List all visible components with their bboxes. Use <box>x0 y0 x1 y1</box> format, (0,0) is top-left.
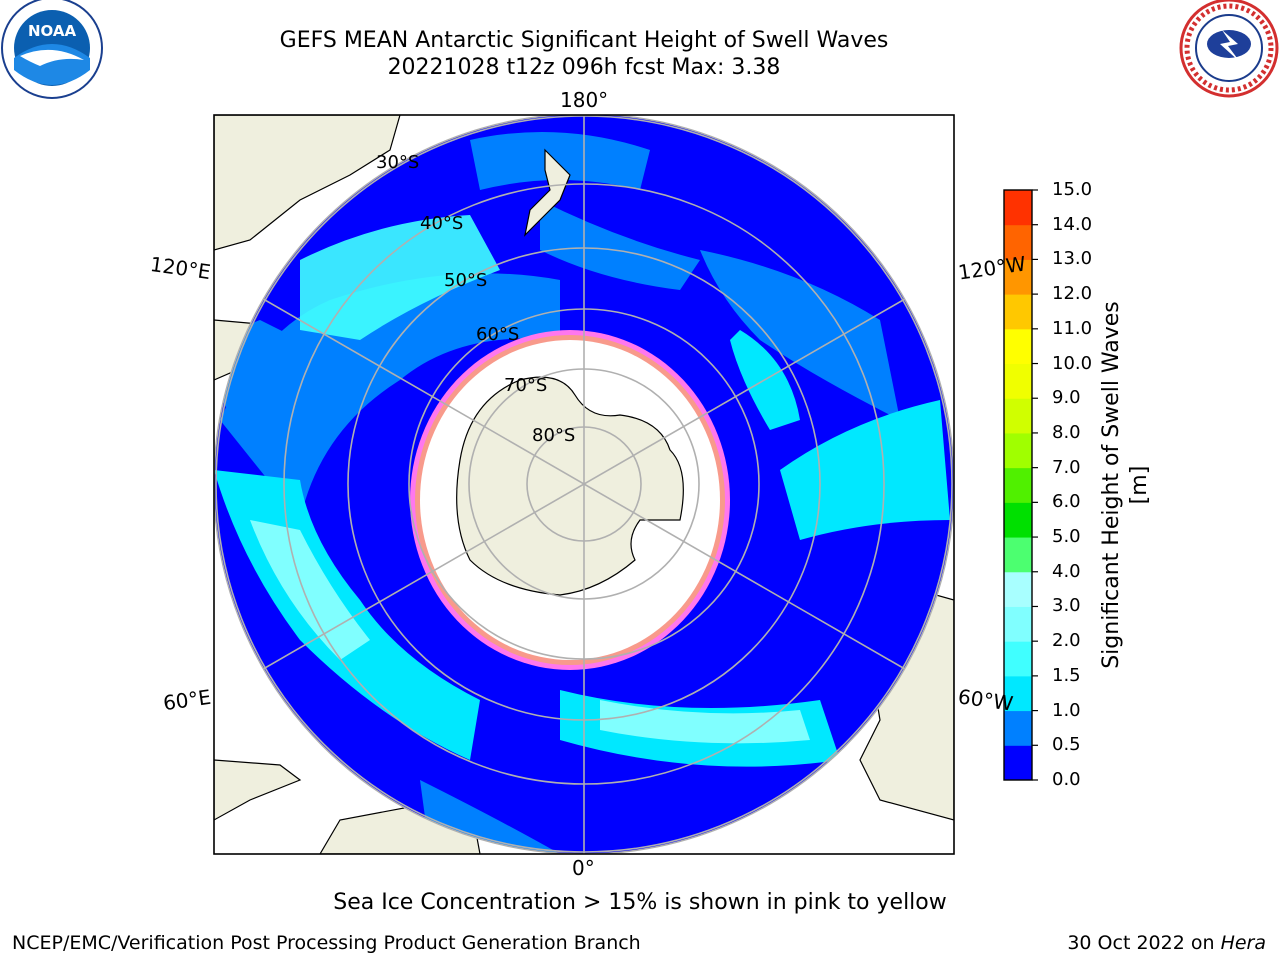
sea-ice-note: Sea Ice Concentration > 15% is shown in … <box>333 890 947 915</box>
colorbar-border <box>1003 189 1033 781</box>
colorbar-tick-label: 1.5 <box>1052 664 1081 686</box>
colorbar-tick-label: 11.0 <box>1052 317 1093 339</box>
chart-subtitle: 20221028 t12z 096h fcst Max: 3.38 <box>387 55 781 80</box>
colorbar-tick-label: 8.0 <box>1052 421 1081 443</box>
map-area <box>214 115 954 854</box>
colorbar-segment <box>1004 224 1032 260</box>
colorbar-tick-label: 13.0 <box>1052 248 1093 270</box>
colorbar-segment <box>1004 398 1032 434</box>
colorbar-segment <box>1004 467 1032 503</box>
latitude-label-40s: 40°S <box>420 213 464 234</box>
colorbar-tick-label: 0.0 <box>1052 769 1081 790</box>
footer-date-text: 30 Oct 2022 on <box>1067 932 1221 954</box>
meridian-label-180: 180° <box>560 88 609 112</box>
colorbar-segment <box>1004 606 1032 642</box>
colorbar-tick-label: 12.0 <box>1052 283 1093 305</box>
colorbar-tick-label: 10.0 <box>1052 352 1093 374</box>
colorbar-tick-label: 0.5 <box>1052 734 1081 756</box>
colorbar-segment <box>1004 537 1032 573</box>
colorbar-tick-label: 6.0 <box>1052 491 1081 513</box>
noaa-logo-text: NOAA <box>28 22 77 40</box>
latitude-label-30s: 30°S <box>376 152 420 173</box>
colorbar-label: Significant Height of Swell Waves [m] <box>1099 301 1152 669</box>
latitude-label-60s: 60°S <box>476 324 520 345</box>
latitude-label-70s: 70°S <box>504 375 548 396</box>
colorbar-segment <box>1004 641 1032 677</box>
colorbar-tick-label: 9.0 <box>1052 387 1081 409</box>
meridian-label-0: 0° <box>572 856 595 880</box>
colorbar-tick-label: 4.0 <box>1052 560 1081 582</box>
colorbar-segment <box>1004 259 1032 295</box>
latitude-label-80s: 80°S <box>532 425 576 446</box>
colorbar-tick-label: 3.0 <box>1052 595 1081 617</box>
footer-host: Hera <box>1220 932 1266 954</box>
noaa-logo: NOAA <box>1 0 103 99</box>
colorbar-segment <box>1004 363 1032 399</box>
colorbar-segment <box>1004 502 1032 538</box>
colorbar-segment <box>1004 190 1032 226</box>
colorbar-tick-label: 5.0 <box>1052 526 1081 548</box>
colorbar-tick-label: 7.0 <box>1052 456 1081 478</box>
colorbar-segment <box>1004 571 1032 607</box>
nws-logo <box>1179 0 1279 98</box>
chart-title: GEFS MEAN Antarctic Significant Height o… <box>279 28 889 53</box>
colorbar-segment <box>1004 745 1032 781</box>
colorbar-tick-label: 15.0 <box>1052 179 1093 200</box>
colorbar-segment <box>1004 328 1032 365</box>
colorbar-segment <box>1004 294 1032 330</box>
footer-credit: NCEP/EMC/Verification Post Processing Pr… <box>12 932 641 954</box>
colorbar-tick-label: 14.0 <box>1052 213 1093 235</box>
colorbar <box>1003 189 1038 781</box>
colorbar-segment <box>1004 432 1032 469</box>
colorbar-segment <box>1004 675 1032 712</box>
footer-date: 30 Oct 2022 on Hera <box>1067 932 1266 954</box>
colorbar-tick-label: 1.0 <box>1052 699 1081 721</box>
colorbar-tick-label: 2.0 <box>1052 630 1081 652</box>
latitude-label-50s: 50°S <box>444 270 488 291</box>
colorbar-segment <box>1004 710 1032 746</box>
